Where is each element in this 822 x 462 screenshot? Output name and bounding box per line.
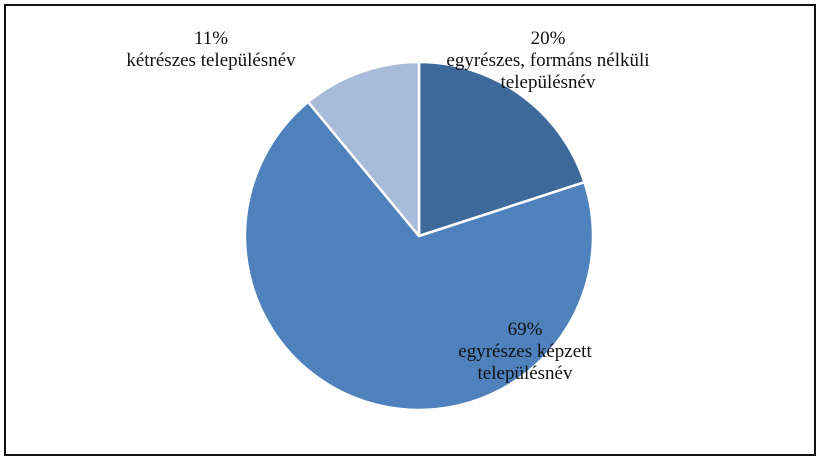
slice-percent-20: 20% [530, 28, 566, 49]
slice-label-20: 20% egyrészes, formáns nélküli település… [407, 28, 689, 94]
slice-name-20-line-2: településnév [500, 72, 596, 93]
slice-name-20-line-1: egyrészes, formáns nélküli [446, 50, 650, 71]
slice-name-69-line-2: településnév [477, 363, 573, 384]
pie-slice-20 [417, 60, 586, 238]
slice-label-69: 69% egyrészes képzett településnév [415, 319, 635, 385]
slice-name-69-line-1: egyrészes képzett [458, 341, 592, 362]
slice-name-11-line-1: kétrészes településnév [126, 50, 296, 71]
slice-percent-11: 11% [193, 28, 229, 49]
slice-label-11: 11% kétrészes településnév [96, 28, 326, 72]
pie-slice-11 [306, 60, 421, 238]
pie-slice-69 [243, 100, 595, 412]
slice-percent-69: 69% [507, 319, 543, 340]
